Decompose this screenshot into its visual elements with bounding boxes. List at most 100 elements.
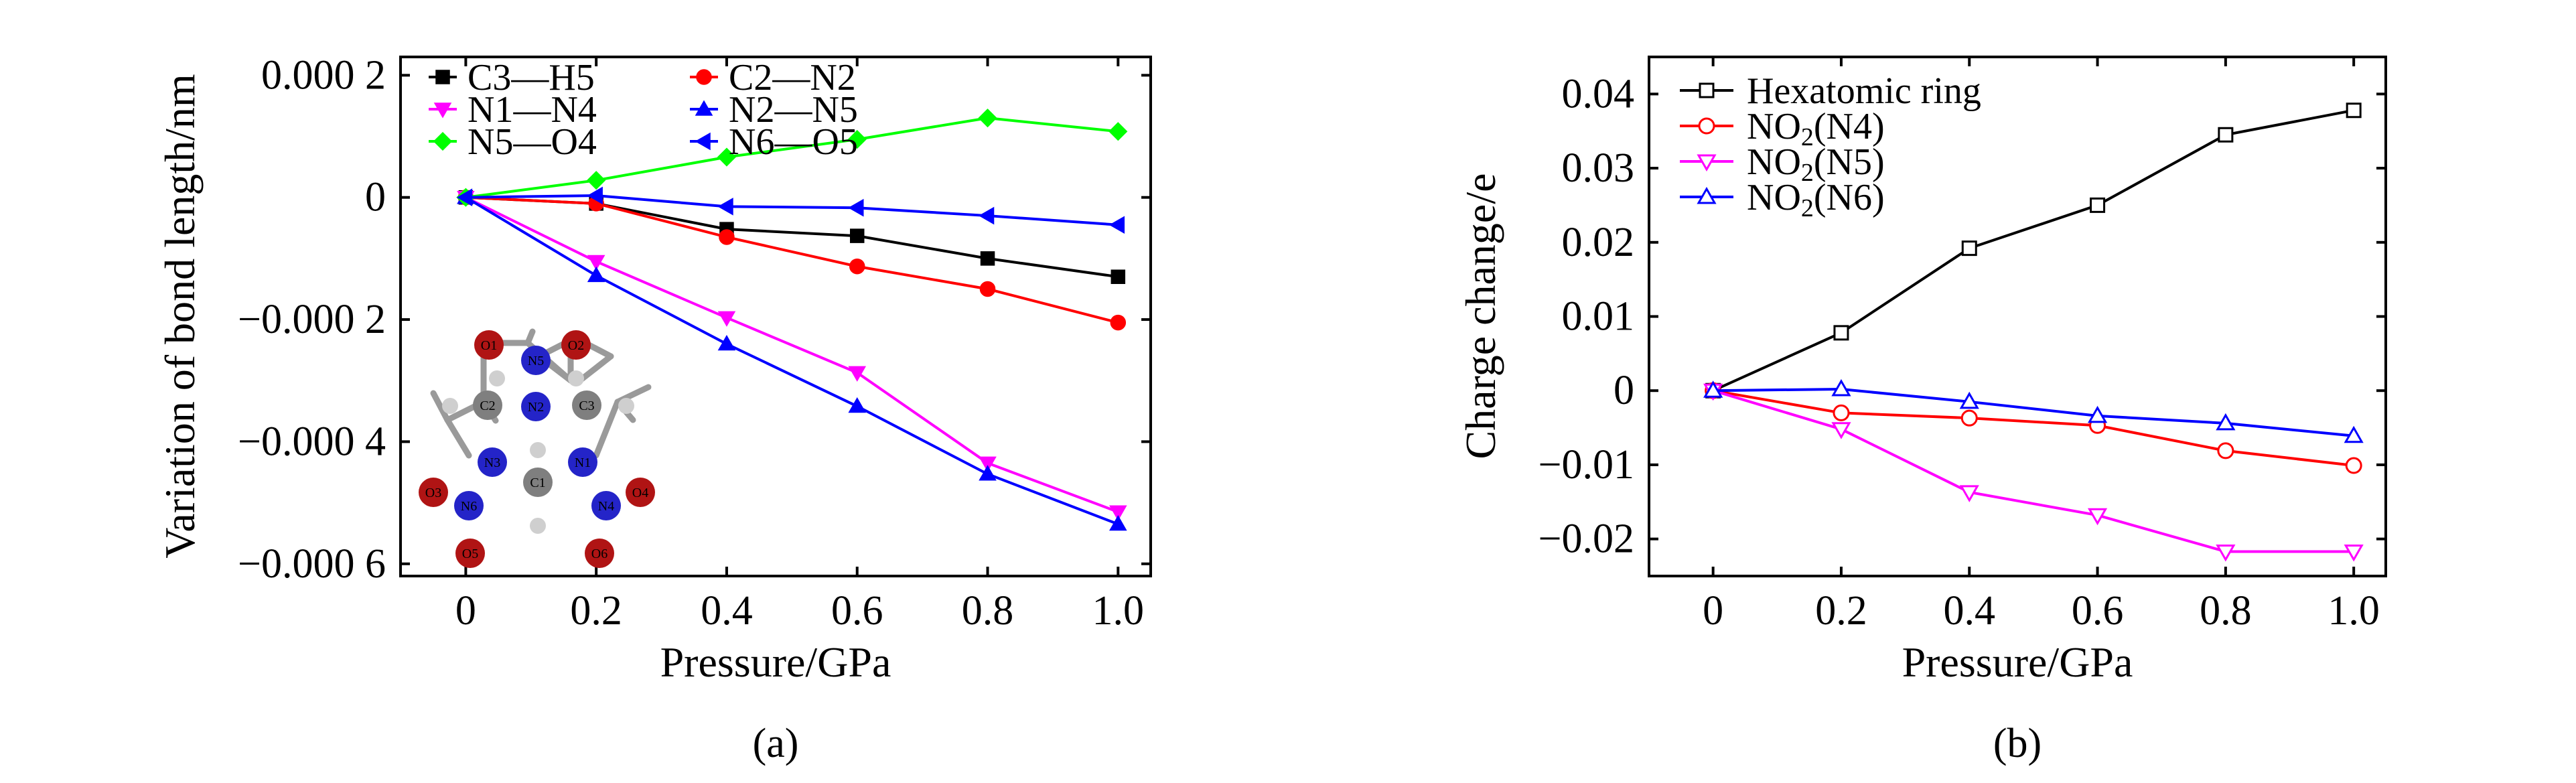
atom-label: O4 xyxy=(632,486,648,500)
atom-carbon xyxy=(572,390,601,420)
atom-label: N5 xyxy=(528,354,544,368)
atom-label: O1 xyxy=(481,338,497,353)
atom-hydrogen xyxy=(442,398,458,414)
series-square-open xyxy=(1705,102,2362,399)
data-point xyxy=(1960,409,1978,427)
atom-hydrogen xyxy=(618,398,634,414)
y-tick-label: 0.04 xyxy=(1562,71,1635,117)
atom-oxygen xyxy=(474,330,504,360)
data-point xyxy=(1961,240,1977,257)
data-point xyxy=(848,397,867,413)
atom-label: N6 xyxy=(461,499,477,514)
series-line xyxy=(1713,387,2354,437)
atom-oxygen xyxy=(626,478,655,507)
y-tick-label: 0.01 xyxy=(1562,294,1635,340)
series-line xyxy=(465,196,1119,514)
atom-carbon xyxy=(473,390,502,420)
data-point xyxy=(1110,314,1127,331)
data-point xyxy=(1108,122,1128,141)
legend-item: NO2(N4) xyxy=(1680,106,1885,151)
legend: C3—H5 C2—N2 N1—N4 N2—N5 N5—O4 N6—O5 xyxy=(429,57,858,163)
legend-marker xyxy=(695,100,713,116)
x-tick-label: 0.8 xyxy=(962,588,1014,634)
data-point xyxy=(979,465,997,481)
data-point xyxy=(1109,514,1127,531)
inset-atom-labels: N5 N2 N3 N1 N6 N4 O1 O2 O3 O4 O5 O6 C1 C… xyxy=(425,338,648,561)
y-tick-label: 0.03 xyxy=(1562,145,1635,191)
legend-marker xyxy=(433,131,453,151)
data-point xyxy=(719,229,735,245)
data-point xyxy=(2217,442,2234,459)
y-tick-label: 0.02 xyxy=(1562,220,1635,265)
x-tick-label: 0.4 xyxy=(701,588,753,634)
data-point xyxy=(978,109,997,128)
data-point xyxy=(587,186,603,205)
series-line xyxy=(466,196,1119,279)
data-point xyxy=(847,130,867,149)
series-triangle-up-open xyxy=(1703,378,2364,443)
data-point xyxy=(2216,413,2236,431)
legend-marker xyxy=(1698,117,1715,135)
legend-label: N1—N4 xyxy=(468,89,597,131)
x-tick-label: 0.6 xyxy=(831,588,883,634)
series-line xyxy=(1713,389,2354,553)
series-triangle-up xyxy=(457,188,1127,531)
data-point xyxy=(849,258,865,275)
inset-atoms xyxy=(419,330,655,568)
y-tick-label: −0.02 xyxy=(1539,516,1634,562)
data-point xyxy=(717,198,733,216)
y-tick-label: −0.01 xyxy=(1539,442,1634,488)
data-point xyxy=(848,366,867,382)
atom-nitrogen xyxy=(568,447,597,477)
data-point xyxy=(2218,127,2234,143)
legend-marker xyxy=(1697,186,1717,204)
atom-label: N4 xyxy=(598,499,614,514)
plot-frame xyxy=(399,56,1152,577)
x-axis-label: Pressure/GPa xyxy=(660,638,891,686)
legend-label: C3—H5 xyxy=(468,57,595,98)
data-point xyxy=(2344,544,2364,562)
series-line xyxy=(466,117,1119,199)
data-point xyxy=(979,456,997,472)
y-tick-label: −0.000 6 xyxy=(238,541,386,587)
x-tick-label: 1.0 xyxy=(2328,588,2380,634)
panel-a-bond-length-chart: 0 0.2 0.4 0.6 0.8 1.0 0.000 2 0 −0.000 2 −0.000 4… xyxy=(156,52,1152,766)
data-point xyxy=(2346,102,2362,119)
atom-hydrogen xyxy=(568,370,584,386)
data-point xyxy=(587,255,605,271)
series-line xyxy=(466,196,1119,324)
series-triangle-left xyxy=(456,186,1125,234)
axis-ticks: 0 0.2 0.4 0.6 0.8 1.0 0.000 2 0 −0.000 2 −0.000 4… xyxy=(238,52,1151,634)
atom-label: O5 xyxy=(462,547,478,561)
data-point xyxy=(848,198,864,217)
legend-label: NO2(N6) xyxy=(1747,177,1885,222)
atom-nitrogen xyxy=(521,346,551,375)
y-tick-label: −0.000 2 xyxy=(238,297,386,342)
axis-ticks: 0 0.2 0.4 0.6 0.8 1.0 0.04 0.03 0.02 0.01 0 −0.01 −0… xyxy=(1539,57,2386,634)
data-point xyxy=(2087,508,2108,526)
atom-hydrogen xyxy=(530,442,546,458)
legend-label: NO2(N4) xyxy=(1747,106,1885,151)
atom-oxygen xyxy=(561,330,591,360)
x-tick-label: 0.4 xyxy=(1944,588,1996,634)
atom-nitrogen xyxy=(521,392,551,421)
legend-item: N5—O4 xyxy=(429,121,597,163)
series-diamond xyxy=(456,109,1128,207)
series-square xyxy=(458,190,1126,284)
molecule-inset: N5 N2 N3 N1 N6 N4 O1 O2 O3 O4 O5 O6 C1 C… xyxy=(419,328,655,568)
y-axis-label: Charge change/e xyxy=(1457,173,1504,459)
atom-oxygen xyxy=(585,539,614,568)
x-tick-label: 0.2 xyxy=(570,588,622,634)
atom-hydrogen xyxy=(530,518,546,534)
data-point xyxy=(456,188,473,206)
legend-item: NO2(N6) xyxy=(1680,177,1885,222)
x-tick-label: 0.2 xyxy=(1815,588,1867,634)
legend-marker xyxy=(435,70,450,84)
legend-marker xyxy=(696,69,712,85)
legend-label: Hexatomic ring xyxy=(1747,70,1981,112)
series-triangle-down-open xyxy=(1703,383,2364,562)
series-group xyxy=(456,109,1128,531)
y-axis-label: Variation of bond length/nm xyxy=(156,74,204,558)
atom-label: C1 xyxy=(530,476,545,490)
data-point xyxy=(1959,391,1979,409)
